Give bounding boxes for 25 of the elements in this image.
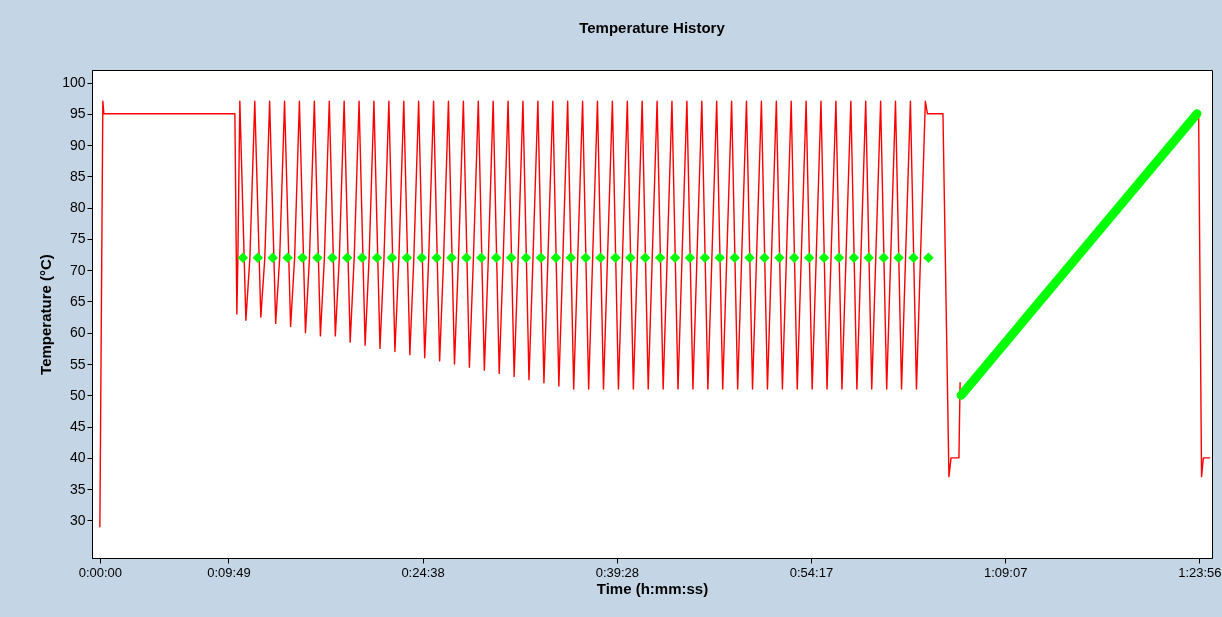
y-tick-label: 60: [69, 324, 86, 341]
x-tick-label: 0:00:00: [78, 564, 123, 580]
y-tick-label: 55: [69, 355, 86, 372]
y-tick-label: 45: [69, 418, 86, 435]
chart-title: Temperature History: [579, 19, 726, 36]
y-axis-title: Temperature (°C): [37, 254, 55, 375]
y-tick-label: 80: [69, 199, 86, 216]
y-tick-label: 85: [69, 167, 86, 184]
x-tick-label: 0:54:17: [789, 564, 834, 580]
x-tick-label: 0:09:49: [207, 564, 251, 580]
y-tick-label: 90: [69, 136, 86, 153]
x-tick-label: 0:39:28: [595, 564, 640, 580]
y-tick-label: 65: [69, 292, 86, 309]
x-axis-title: Time (h:mm:ss): [596, 579, 709, 597]
y-tick-label: 75: [69, 230, 86, 247]
x-tick-label: 1:23:56: [1178, 564, 1222, 580]
y-tick-label: 95: [69, 105, 86, 122]
y-tick-label: 30: [69, 511, 86, 528]
y-tick-label: 50: [69, 386, 86, 403]
y-tick-label: 35: [69, 480, 86, 497]
y-tick-label: 40: [69, 449, 86, 466]
x-tick-label: 1:09:07: [984, 564, 1028, 580]
y-tick-label: 100: [62, 74, 86, 91]
y-tick-label: 70: [69, 261, 86, 278]
x-tick-label: 0:24:38: [401, 564, 445, 580]
